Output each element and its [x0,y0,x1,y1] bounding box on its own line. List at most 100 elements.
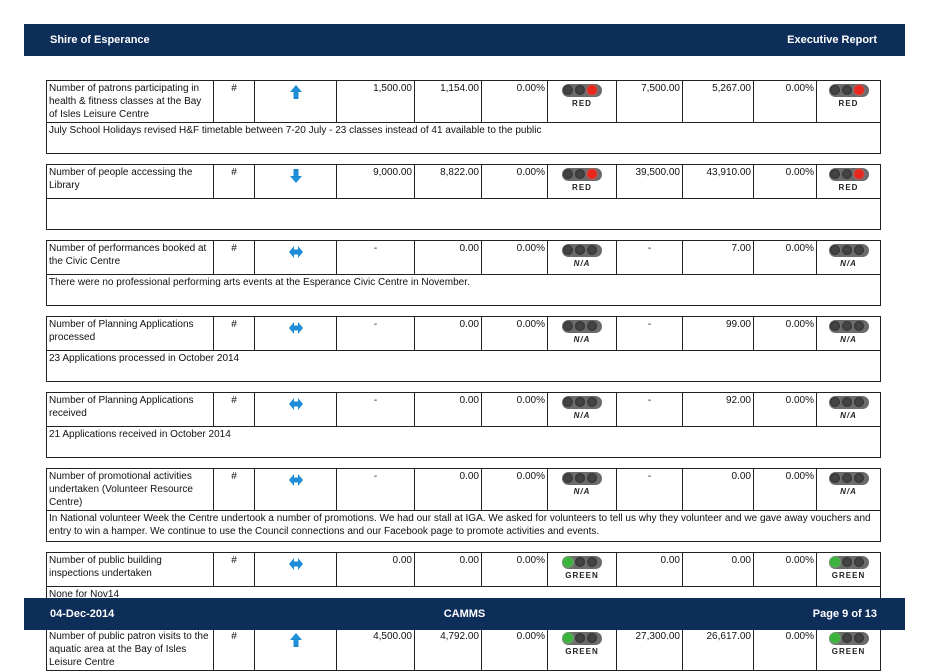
traffic-light-icon: RED [827,167,871,193]
trend-up-arrow-icon [288,632,304,652]
ytd-variance: 0.00% [753,316,817,351]
period-variance: 0.00% [481,316,548,351]
status-label: N/A [840,259,857,268]
period-status: N/A [547,468,617,511]
traffic-light-icon: RED [560,167,604,193]
spacer-cell [47,230,881,241]
period-variance: 0.00% [481,240,548,275]
status-label: RED [838,183,859,192]
ytd-actual: 0.00 [682,552,754,587]
comment-row: July School Holidays revised H&F timetab… [46,122,881,154]
spacer-cell [47,306,881,317]
ytd-status: RED [816,80,881,123]
ytd-status: GREEN [816,628,881,671]
ytd-status: N/A [816,240,881,275]
status-label: GREEN [565,647,599,656]
ytd-target: 27,300.00 [616,628,683,671]
comment-row: There were no professional performing ar… [46,274,881,306]
trend-cell [254,316,337,351]
traffic-light-icon: N/A [827,243,871,269]
ytd-actual: 92.00 [682,392,754,427]
trend-cell [254,468,337,511]
ytd-actual: 7.00 [682,240,754,275]
status-label: N/A [840,335,857,344]
ytd-variance: 0.00% [753,468,817,511]
comment-row: In National volunteer Week the Centre un… [46,510,881,542]
ytd-variance: 0.00% [753,240,817,275]
period-status: RED [547,80,617,123]
row-spacer [47,230,881,241]
traffic-light-icon: N/A [827,319,871,345]
trend-cell [254,164,337,199]
period-target: 9,000.00 [336,164,415,199]
period-actual: 0.00 [414,468,482,511]
period-status: N/A [547,316,617,351]
period-target: - [336,316,415,351]
ytd-actual: 43,910.00 [682,164,754,199]
status-label: GREEN [831,571,866,580]
row-spacer [47,382,881,393]
ytd-status: N/A [816,392,881,427]
kpi-row: Number of Planning Applications processe… [46,316,881,351]
row-spacer [47,542,881,553]
ytd-variance: 0.00% [753,628,817,671]
period-actual: 0.00 [414,316,482,351]
measure-name: Number of Planning Applications processe… [46,316,214,351]
period-actual: 0.00 [414,240,482,275]
ytd-target: 0.00 [616,552,683,587]
status-label: GREEN [831,647,866,656]
comment-text [46,198,881,230]
traffic-light-icon: N/A [560,319,604,345]
comment-text: In National volunteer Week the Centre un… [46,510,881,542]
row-spacer [47,306,881,317]
trend-cell [254,552,337,587]
period-status: N/A [547,392,617,427]
unit: # [213,628,255,671]
comment-row: 23 Applications processed in October 201… [46,350,881,382]
ytd-target: - [616,240,683,275]
ytd-variance: 0.00% [753,80,817,123]
status-label: RED [838,99,859,108]
trend-steady-arrow-icon [288,320,304,340]
period-target: - [336,468,415,511]
measure-name: Number of public building inspections un… [46,552,214,587]
traffic-light-icon: GREEN [827,631,871,657]
status-label: RED [572,99,592,108]
traffic-light-icon: N/A [560,243,604,269]
measure-name: Number of performances booked at the Civ… [46,240,214,275]
period-status: GREEN [547,552,617,587]
comment-text: July School Holidays revised H&F timetab… [46,122,881,154]
footer-app-name: CAMMS [443,608,486,620]
status-label: RED [572,183,592,192]
traffic-light-icon: GREEN [560,555,604,581]
period-variance: 0.00% [481,392,548,427]
trend-steady-arrow-icon [288,556,304,576]
ytd-variance: 0.00% [753,392,817,427]
ytd-status: N/A [816,316,881,351]
unit: # [213,80,255,123]
spacer-cell [47,542,881,553]
kpi-row: Number of people accessing the Library #9… [46,164,881,199]
status-label: N/A [840,411,857,420]
measure-name: Number of patrons participating in healt… [46,80,214,123]
trend-steady-arrow-icon [288,244,304,264]
trend-down-arrow-icon [288,168,304,188]
kpi-row: Number of Planning Applications received… [46,392,881,427]
unit: # [213,468,255,511]
period-target: 1,500.00 [336,80,415,123]
traffic-light-icon: N/A [560,395,604,421]
row-spacer [47,154,881,165]
trend-cell [254,80,337,123]
measure-name: Number of public patron visits to the aq… [46,628,214,671]
comment-text: 21 Applications received in October 2014 [46,426,881,458]
trend-cell [254,392,337,427]
status-label: N/A [573,335,591,344]
ytd-target: 39,500.00 [616,164,683,199]
trend-cell [254,628,337,671]
period-status: RED [547,164,617,199]
period-variance: 0.00% [481,468,548,511]
ytd-actual: 0.00 [682,468,754,511]
traffic-light-icon: N/A [560,471,604,497]
unit: # [213,552,255,587]
period-variance: 0.00% [481,628,548,671]
